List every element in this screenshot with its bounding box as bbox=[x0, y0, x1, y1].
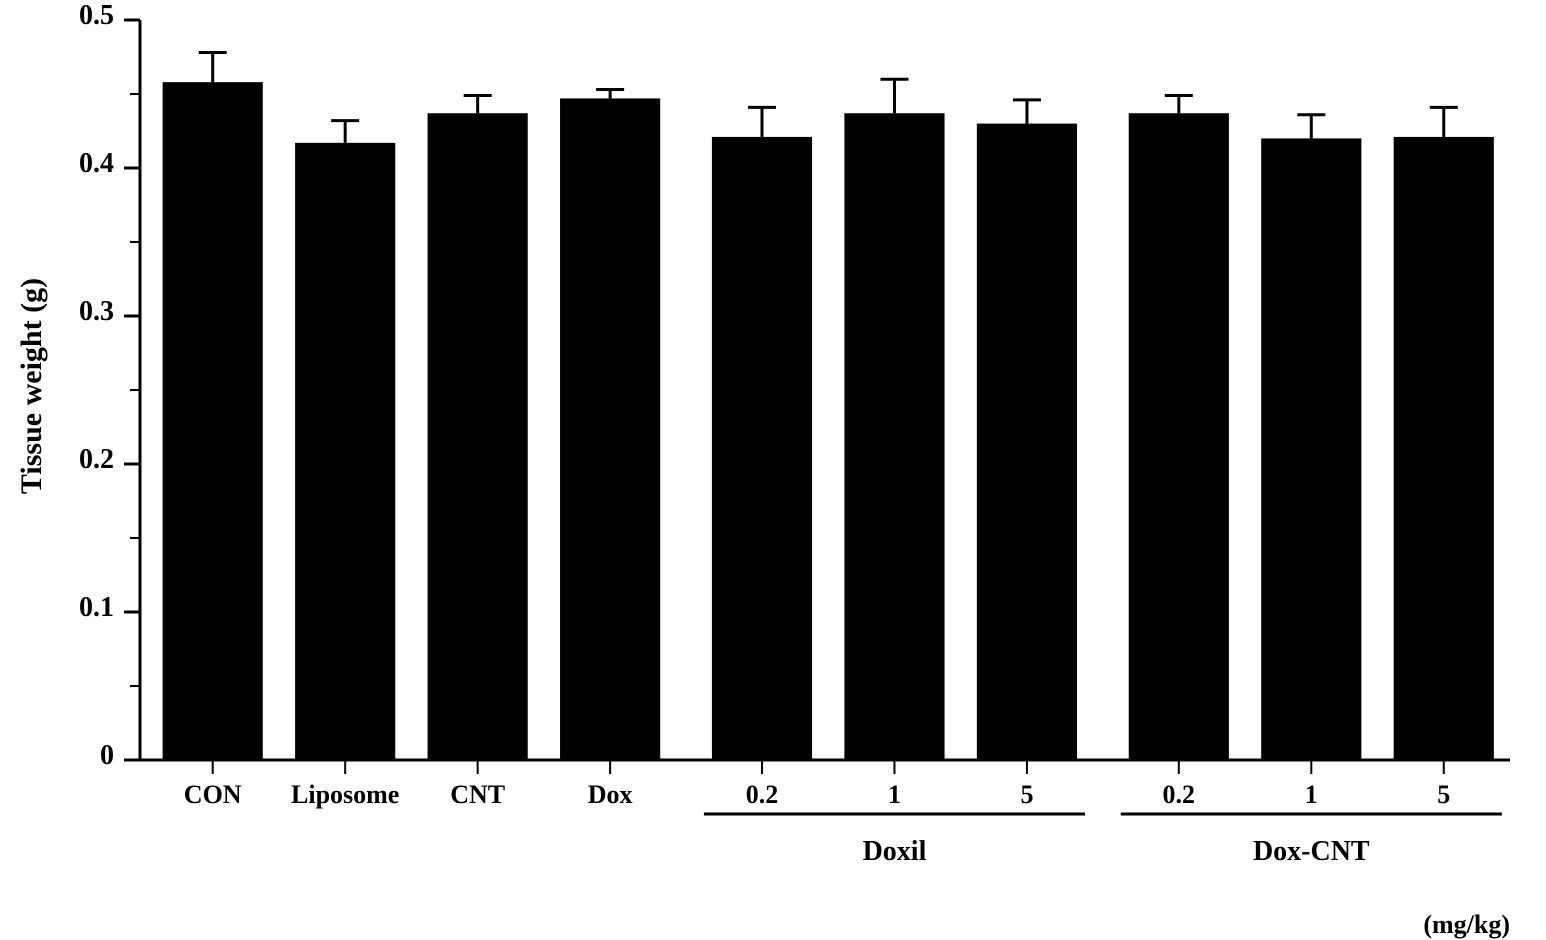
y-tick-label: 0 bbox=[0, 740, 114, 772]
bar-label: 5 bbox=[1364, 780, 1524, 810]
bar-label: 5 bbox=[947, 780, 1107, 810]
y-axis-label: Tissue weight (g) bbox=[15, 186, 49, 586]
group-label: Doxil bbox=[774, 836, 1014, 868]
bar-label: Dox bbox=[530, 780, 690, 810]
y-tick-label: 0.1 bbox=[0, 592, 114, 624]
group-label: Dox-CNT bbox=[1191, 836, 1431, 868]
y-tick-label: 0.4 bbox=[0, 148, 114, 180]
y-tick-label: 0.5 bbox=[0, 0, 114, 32]
tissue-weight-bar-chart: 00.10.20.30.40.5CONLiposomeCNTDox0.2150.… bbox=[0, 0, 1546, 936]
